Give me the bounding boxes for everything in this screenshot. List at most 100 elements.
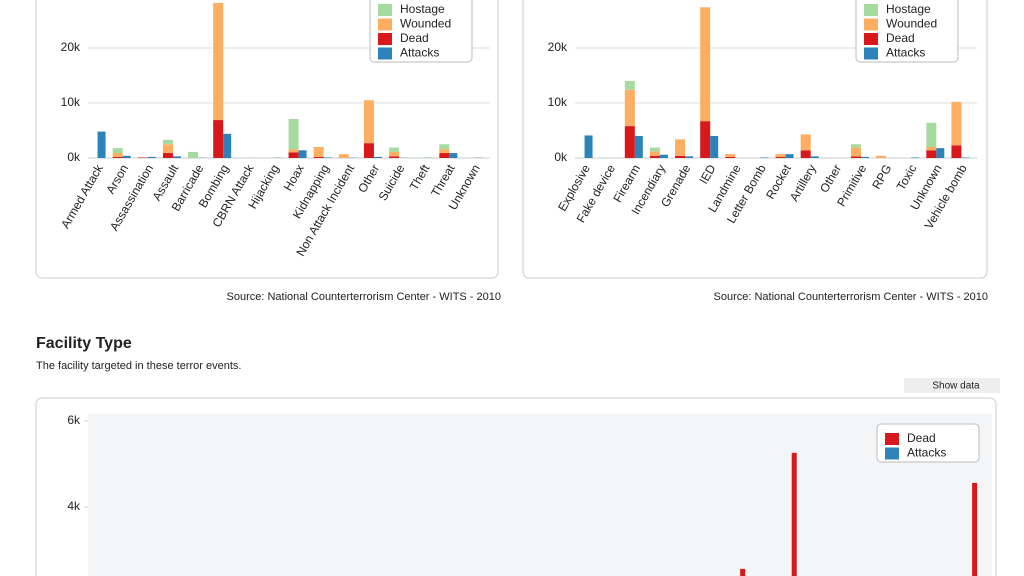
legend-box [855,0,959,63]
bar-segment [213,120,224,158]
bar-segment [675,155,686,158]
legend-swatch [378,4,392,16]
section-subtitle: The facility targeted in these terror ev… [36,360,241,372]
bar-segment [363,100,374,144]
bar-segment [313,156,324,158]
legend-label: Dead [400,31,429,45]
bar-segment [338,154,349,158]
legend-swatch [864,18,878,31]
bar [961,157,970,158]
bar-segment [649,155,660,158]
bar-segment [850,147,861,157]
legend-label: Dead [886,31,915,45]
source: Source: National Counterterrorism Center… [227,291,502,303]
chart-frame [522,0,988,279]
legend-label: Attacks [400,46,439,60]
legend-label: Wounded [400,17,451,31]
show-data-button[interactable] [904,378,1000,393]
source: Source: National Counterterrorism Center… [714,291,989,303]
bar-segment [389,147,400,152]
bar-segment [363,143,374,158]
legend-swatch [378,33,392,45]
bar-segment [649,147,660,152]
show-data-label[interactable]: Show data [932,381,980,392]
legend-swatch [378,47,392,60]
bar [172,156,181,158]
bar-segment [162,144,173,154]
plot-area [88,414,992,576]
bar [810,156,819,158]
bar [147,156,156,158]
bar-segment [288,149,299,153]
bar-segment [112,148,123,154]
bar-segment [439,153,450,158]
legend-label: Hostage [886,2,931,16]
bar-segment [624,89,635,127]
y-tick-label: 4k [67,499,81,513]
legend-swatch [885,447,899,460]
bar-segment [926,150,937,158]
section-title: Facility Type [36,335,132,352]
bar [122,155,131,158]
y-tick-label: 20k [61,40,81,54]
legend-swatch [864,4,878,16]
bar-segment [162,153,173,158]
chart-frame [35,0,499,279]
bar-segment [624,126,635,158]
legend-label: Attacks [886,46,925,60]
bar-segment [389,156,400,158]
bar-segment [725,154,736,157]
bar [936,148,945,158]
bar-segment [439,144,450,150]
bar-segment [624,81,635,90]
bar [584,135,593,158]
bar [223,133,232,158]
y-tick-label: 10k [61,95,81,109]
bar-segment [700,121,711,158]
bar-segment [112,156,123,158]
bar-segment [137,157,148,158]
bar [373,156,382,158]
bar-segment [112,153,123,157]
legend-swatch [885,433,899,445]
bar-segment [951,101,962,146]
bar [634,136,643,158]
bar-segment [439,149,450,154]
legend-swatch [864,33,878,45]
bar-segment [675,139,686,156]
legend-label: Dead [907,431,936,445]
bar [791,452,797,576]
y-tick-label: 0k [67,150,81,164]
bar [972,482,978,576]
bar-segment [313,147,324,157]
bar-segment [850,144,861,148]
bar-segment [389,151,400,157]
bar [449,153,458,158]
bar-segment [649,151,660,156]
y-tick-label: 6k [67,413,81,427]
bar [760,157,769,158]
bar [911,157,920,158]
bar-segment [876,155,887,158]
bar [710,136,719,158]
legend-box [876,423,980,463]
bar-segment [775,154,786,157]
bar-segment [850,156,861,158]
bar-segment [926,147,937,151]
bar-segment [213,2,224,121]
bar-segment [800,150,811,158]
y-tick-label: 10k [548,95,568,109]
bar-segment [800,134,811,151]
legend-swatch [378,18,392,31]
y-tick-label: 20k [548,40,568,54]
legend-label: Attacks [907,446,946,460]
bar [785,154,794,158]
bar-segment [951,145,962,158]
bar-segment [700,7,711,122]
bar [860,156,869,158]
legend-label: Hostage [400,2,445,16]
bar-segment [162,139,173,145]
bar-segment [288,118,299,150]
